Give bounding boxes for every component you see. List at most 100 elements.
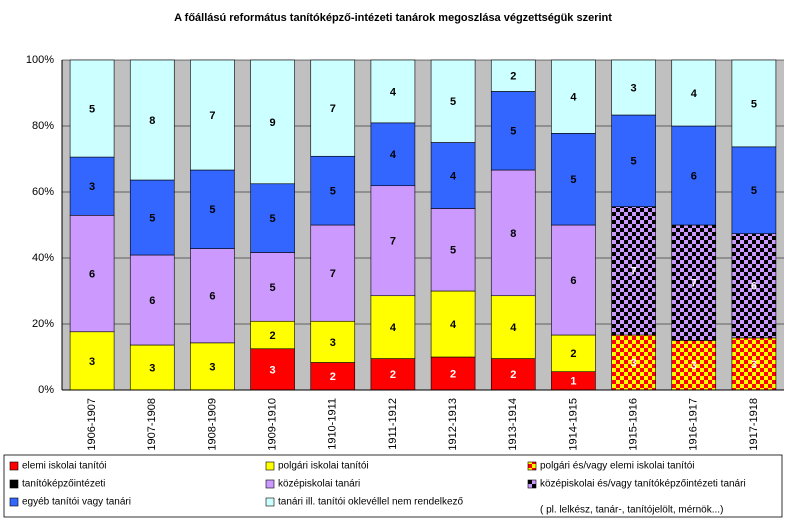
data-label: 4 [570,92,577,104]
data-label: 5 [209,204,215,216]
legend-label: tanítóképzőintézeti [22,479,105,490]
bar-segment [129,344,175,391]
data-label: 5 [570,174,576,186]
bar-segment [370,295,416,359]
bar-segment [611,114,656,207]
data-label: 5 [330,186,336,198]
data-label: 7 [330,103,336,115]
y-tick-label: 80% [32,120,54,132]
legend-label: elemi iskolai tanítói [22,461,106,472]
bar-segment [250,320,295,350]
data-label: 3 [751,359,757,371]
bar-segment [490,91,536,171]
data-label: 4 [510,322,517,334]
bar-segment [370,59,416,124]
data-label: 4 [390,322,397,334]
bar-segment [190,59,235,171]
data-label: 4 [450,319,457,331]
data-label: 5 [450,245,456,257]
x-tick-label: 1910-1911 [327,398,339,450]
bar-segment [731,146,777,234]
bar-segment [731,233,777,339]
data-label: 8 [510,228,516,240]
bar-segment [250,252,295,322]
x-tick-label: 1906-1907 [86,398,98,451]
bar-segment [430,356,476,391]
x-tick-label: 1909-1910 [266,398,278,451]
data-label: 6 [89,268,95,280]
data-label: 2 [450,368,456,380]
data-label: 9 [270,117,276,129]
data-label: 6 [691,170,697,182]
bar-segment [671,125,717,226]
data-label: 5 [89,103,95,115]
bar-segment [551,224,596,336]
plot-area [62,60,784,390]
data-label: 5 [450,96,456,108]
bar-segment [671,224,717,341]
x-tick-label: 1912-1913 [447,398,459,451]
data-label: 3 [691,360,697,372]
legend-swatch [265,479,275,489]
bar-segment [190,342,235,391]
data-label: 3 [149,362,155,374]
data-label: 6 [570,275,576,287]
data-label: 6 [751,281,757,293]
bar-segment [190,169,235,249]
legend-swatch [9,461,19,471]
bar-segment [310,155,356,226]
x-tick-label: 1913-1914 [507,398,519,451]
bar-segment [69,214,115,333]
y-tick-label: 0% [38,384,54,396]
bar-segment [430,208,476,292]
bar-segment [129,179,175,256]
bar-segment [250,348,295,391]
chart-title: A főállású református tanítóképző-intéze… [174,12,612,24]
x-tick-label: 1911-1912 [387,398,399,450]
y-tick-label: 20% [32,318,54,330]
data-label: 3 [89,356,95,368]
y-tick-label: 40% [32,252,54,264]
legend-box [3,454,783,518]
data-label: 5 [270,213,276,225]
bar-segment [490,169,536,297]
data-label: 3 [330,337,336,349]
data-label: 8 [149,115,155,127]
data-label: 6 [149,295,155,307]
bar-segment [310,224,356,322]
bar-segment [69,156,115,216]
data-label: 2 [570,348,576,360]
bar-segment [611,59,656,116]
data-label: 7 [691,278,697,290]
legend-swatch [9,497,19,507]
bar-segment [430,59,476,143]
legend-swatch [265,497,275,507]
legend-label: polgári iskolai tanítói [278,461,369,472]
bar-segment [611,334,656,391]
legend-swatch [527,479,537,489]
bar-segment [551,334,596,372]
bar-segment [551,59,596,134]
data-label: 5 [149,212,155,224]
data-label: 6 [209,291,215,303]
data-label: 5 [751,98,757,110]
legend-swatch [265,461,275,471]
data-label: 2 [270,330,276,342]
legend-swatch [527,461,537,471]
data-label: 5 [270,282,276,294]
x-tick-label: 1908-1909 [206,398,218,451]
bar-segment [490,59,536,92]
bar-segment [731,59,777,148]
data-label: 2 [510,71,516,83]
x-tick-label: 1917-1918 [748,398,760,451]
bar-segment [129,59,175,181]
legend-swatch [9,479,19,489]
legend-label: középiskolai tanári [278,479,360,490]
bar-segment [490,295,536,359]
bar-segment [370,185,416,297]
x-tick-label: 1915-1916 [627,398,639,451]
bar-segment [671,59,717,127]
bar-segment [250,183,295,253]
x-tick-label: 1916-1917 [688,398,700,451]
data-label: 7 [330,268,336,280]
